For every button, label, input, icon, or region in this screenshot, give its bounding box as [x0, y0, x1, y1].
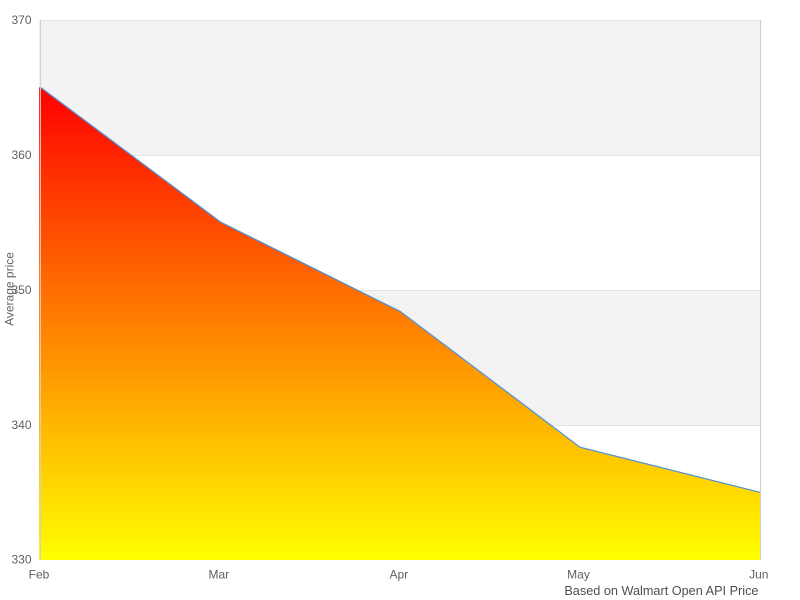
svg-text:Mar: Mar — [208, 567, 229, 581]
svg-text:330: 330 — [11, 553, 31, 567]
svg-text:360: 360 — [11, 148, 31, 162]
svg-text:340: 340 — [11, 418, 31, 432]
svg-text:350: 350 — [11, 283, 31, 297]
svg-text:Feb: Feb — [29, 567, 50, 581]
svg-text:370: 370 — [11, 13, 31, 27]
svg-text:May: May — [567, 567, 590, 581]
svg-text:Average price: Average price — [3, 252, 17, 326]
svg-text:Apr: Apr — [389, 567, 408, 581]
svg-text:Jun: Jun — [749, 567, 768, 581]
svg-text:Based on Walmart Open API Pric: Based on Walmart Open API Price — [564, 584, 758, 598]
